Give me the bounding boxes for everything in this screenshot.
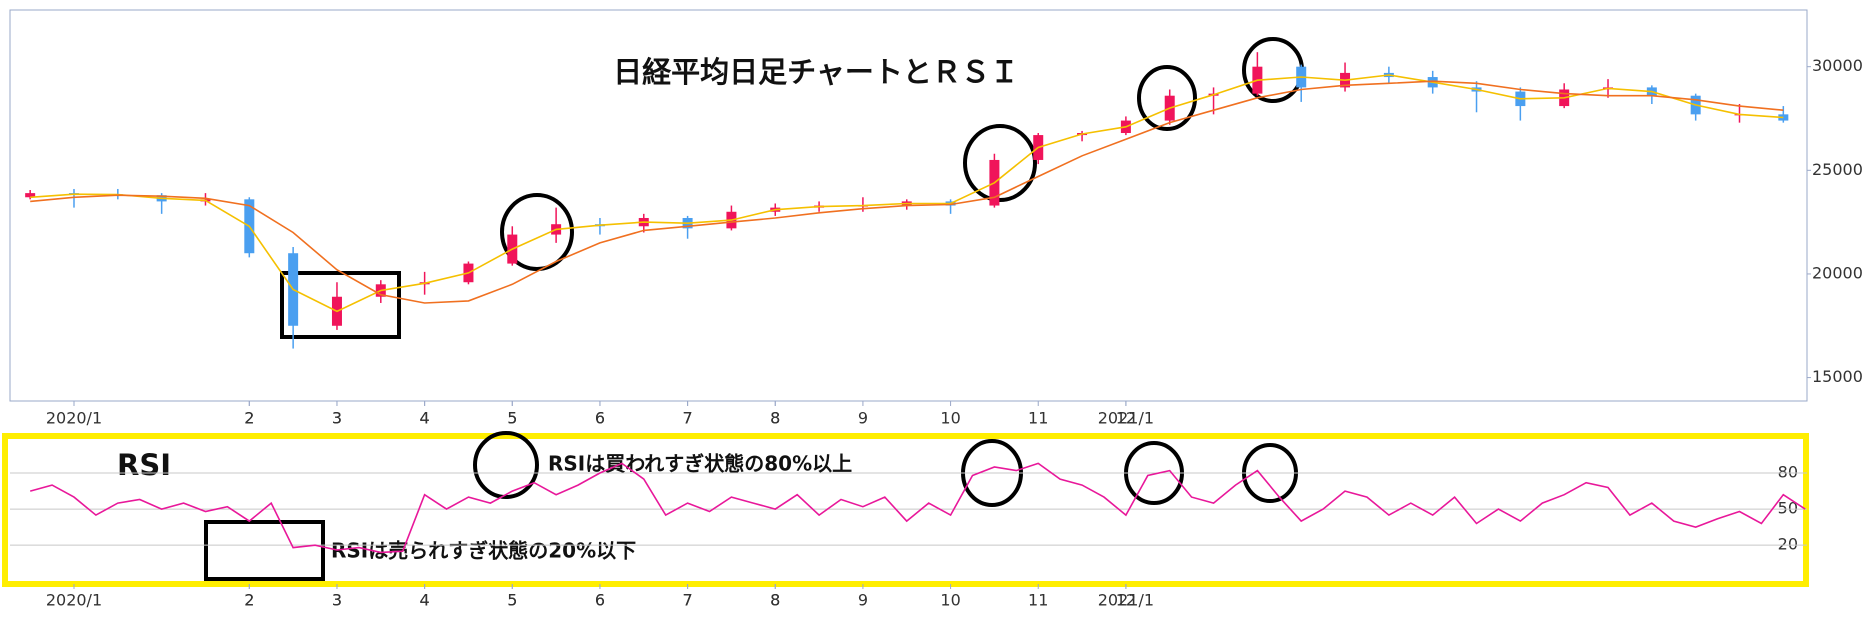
- x-tick-label: 5: [507, 591, 517, 610]
- highlight-circle: [1137, 65, 1197, 131]
- x-tick-label: 9: [858, 409, 868, 428]
- rsi-title: RSI: [117, 448, 171, 482]
- y-tick-label: 20000: [1812, 263, 1863, 282]
- series-line: [29, 462, 1806, 554]
- y-tick-label: 30000: [1812, 56, 1863, 75]
- x-tick-label: 2020/1: [46, 591, 102, 610]
- price-frame: [9, 9, 1808, 402]
- x-tick-label: 7: [683, 591, 693, 610]
- y-tick-label: 15000: [1812, 367, 1863, 386]
- x-tick-label: 8: [770, 591, 780, 610]
- y-tick-label: 80: [1778, 463, 1798, 482]
- series-line: [30, 80, 1784, 304]
- x-tick-label: 9: [858, 591, 868, 610]
- highlight-box: [280, 271, 401, 339]
- highlight-box: [204, 520, 325, 581]
- candle-body: [25, 193, 36, 198]
- x-tick-label: 8: [770, 409, 780, 428]
- x-tick-label: 3: [332, 409, 342, 428]
- x-tick-label: 6: [595, 591, 605, 610]
- y-tick-label: 20: [1778, 535, 1798, 554]
- x-tick-label: 11: [1028, 591, 1048, 610]
- annotation: RSIは売られすぎ状態の20%以下: [331, 539, 636, 563]
- rsi-frame: [2, 433, 1809, 587]
- x-tick-label: 8: [770, 409, 780, 428]
- x-tick-label: 2: [244, 591, 254, 610]
- x-tick-label: 4: [420, 409, 430, 428]
- x-tick-label: 3: [332, 591, 342, 610]
- x-tick-label: 4: [420, 409, 430, 428]
- x-tick-label: 2021/1: [1098, 409, 1154, 428]
- x-tick-label: 2021/1: [1098, 591, 1154, 610]
- x-tick-label: 3: [332, 591, 342, 610]
- highlight-circle: [500, 193, 574, 271]
- series-line: [30, 74, 1784, 313]
- x-tick-label: 10: [940, 591, 960, 610]
- x-tick-label: 6: [595, 409, 605, 428]
- x-tick-label: 2020/1: [46, 409, 102, 428]
- x-tick-label: 5: [507, 409, 517, 428]
- x-tick-label: 4: [420, 591, 430, 610]
- chart-title: 日経平均日足チャートとＲＳＩ: [613, 55, 1019, 89]
- y-tick-label: 50: [1778, 499, 1798, 518]
- x-tick-label: 2: [244, 591, 254, 610]
- x-tick-label: 5: [507, 591, 517, 610]
- x-tick-label: 8: [770, 591, 780, 610]
- candle-body: [1778, 114, 1789, 121]
- y-tick-label: 25000: [1812, 160, 1863, 179]
- x-tick-label: 12: [1116, 591, 1136, 610]
- annotation: RSIは買われすぎ状態の80%以上: [548, 452, 852, 476]
- x-tick-label: 11: [1028, 409, 1048, 428]
- x-tick-label: 2: [244, 409, 254, 428]
- x-tick-label: 3: [332, 409, 342, 428]
- highlight-circle: [963, 124, 1037, 202]
- x-tick-label: 2: [244, 409, 254, 428]
- x-tick-label: 4: [420, 591, 430, 610]
- x-tick-label: 7: [683, 591, 693, 610]
- highlight-circle: [473, 431, 539, 499]
- x-tick-label: 6: [595, 409, 605, 428]
- x-tick-label: 6: [595, 591, 605, 610]
- x-tick-label: 10: [940, 409, 960, 428]
- x-tick-label: 7: [683, 409, 693, 428]
- x-tick-label: 7: [683, 409, 693, 428]
- x-tick-label: 12: [1116, 409, 1136, 428]
- x-tick-label: 5: [507, 409, 517, 428]
